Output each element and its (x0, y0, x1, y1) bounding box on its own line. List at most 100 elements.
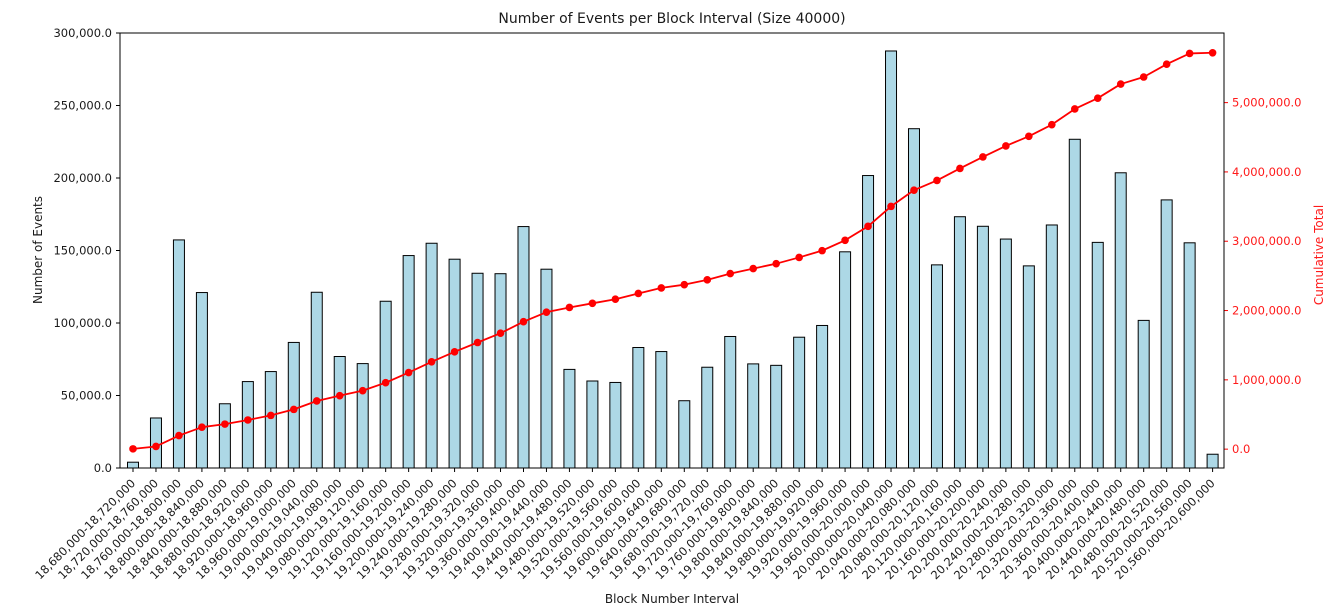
bar (747, 363, 760, 469)
cumulative-line-group (129, 48, 1217, 453)
x-axis-label: Block Number Interval (605, 592, 739, 606)
line-marker (1093, 94, 1102, 102)
line-marker (450, 348, 459, 356)
line-marker (657, 284, 666, 292)
line-marker (680, 280, 689, 289)
y-tick-label-right: 5,000,000.0 (1232, 96, 1302, 110)
line-marker (267, 411, 275, 420)
bar (448, 258, 461, 469)
line-marker (772, 259, 780, 268)
y-tick-label-left: 200,000.0 (53, 171, 112, 185)
line-marker (358, 386, 367, 395)
bar (333, 356, 346, 469)
line-marker (933, 176, 941, 185)
bar (816, 324, 829, 469)
y-tick-label-right: 1,000,000.0 (1232, 373, 1302, 387)
line-marker (221, 420, 229, 428)
bar (310, 291, 323, 469)
line-marker (795, 253, 803, 262)
y-tick-label-left: 100,000.0 (53, 316, 112, 330)
line-marker (427, 358, 436, 366)
bar (241, 381, 254, 469)
line-marker (1002, 142, 1010, 150)
line-marker (1162, 60, 1171, 68)
line-marker (1070, 105, 1079, 113)
bar (655, 351, 668, 469)
bar (1045, 224, 1058, 469)
bar (1206, 453, 1219, 469)
line-marker (1208, 48, 1217, 57)
bar (793, 336, 806, 469)
line-marker (244, 416, 252, 424)
line-marker (198, 423, 206, 431)
bar (540, 268, 553, 469)
line-marker (887, 202, 895, 211)
bar (862, 175, 875, 469)
line-marker (129, 445, 137, 453)
bar (632, 347, 645, 469)
bar (1114, 172, 1127, 469)
bar (356, 363, 369, 469)
bar (471, 272, 484, 469)
bar (127, 461, 139, 469)
bar (264, 371, 277, 469)
bar (885, 50, 898, 469)
bar (1183, 242, 1196, 469)
y-tick-label-left: 150,000.0 (53, 244, 112, 258)
line-marker (1116, 80, 1125, 88)
chart-title: Number of Events per Block Interval (Siz… (498, 11, 845, 27)
bar (678, 400, 691, 469)
line-marker (312, 397, 321, 405)
line-marker (818, 246, 826, 255)
bar (425, 242, 438, 469)
bar (195, 292, 208, 469)
line-marker (588, 299, 597, 308)
y-axis-right-ticks: 0.0 1,000,000.0 2,000,000.0 3,000,000.0 4,00… (1224, 96, 1302, 456)
line-marker (956, 164, 964, 173)
bar (586, 380, 599, 469)
bar (402, 255, 415, 469)
line-marker (289, 405, 298, 414)
bar (609, 381, 622, 469)
bar (1091, 241, 1104, 469)
cumulative-line (132, 51, 1213, 450)
bar (563, 368, 576, 469)
bar (1068, 138, 1081, 469)
bar (907, 128, 920, 469)
line-marker (749, 264, 757, 273)
bar (517, 226, 530, 469)
plot-border (119, 32, 1225, 469)
line-marker (910, 186, 918, 194)
line-marker (1139, 73, 1148, 81)
line-marker (473, 338, 482, 347)
x-axis-ticks: 18,680,000-18,720,00018,720,000-18,760,0… (32, 468, 1218, 582)
bar (1137, 319, 1150, 469)
y-tick-label-right: 2,000,000.0 (1232, 304, 1302, 318)
y-tick-label-right: 0.0 (1232, 442, 1250, 456)
line-marker (1025, 132, 1033, 141)
bar (770, 364, 783, 469)
line-marker (404, 368, 413, 377)
line-marker (841, 236, 849, 245)
line-marker (381, 378, 390, 387)
bar (1022, 265, 1035, 469)
line-marker (634, 289, 643, 298)
line-marker (726, 269, 735, 278)
y-tick-label-right: 4,000,000.0 (1232, 165, 1302, 179)
bar (976, 225, 989, 469)
bar (930, 264, 943, 469)
line-marker (979, 153, 987, 161)
line-marker (611, 295, 620, 304)
y-tick-label-left: 0.0 (94, 461, 112, 475)
bar (724, 335, 737, 469)
bar (953, 216, 966, 469)
line-marker (1185, 49, 1194, 58)
bar (999, 238, 1012, 469)
line-marker (565, 303, 574, 312)
line-marker (496, 329, 505, 338)
y-axis-label-left: Number of Events (31, 196, 45, 304)
y-tick-label-left: 50,000.0 (61, 389, 112, 403)
bars-group (127, 50, 1219, 469)
line-marker (1048, 120, 1056, 129)
